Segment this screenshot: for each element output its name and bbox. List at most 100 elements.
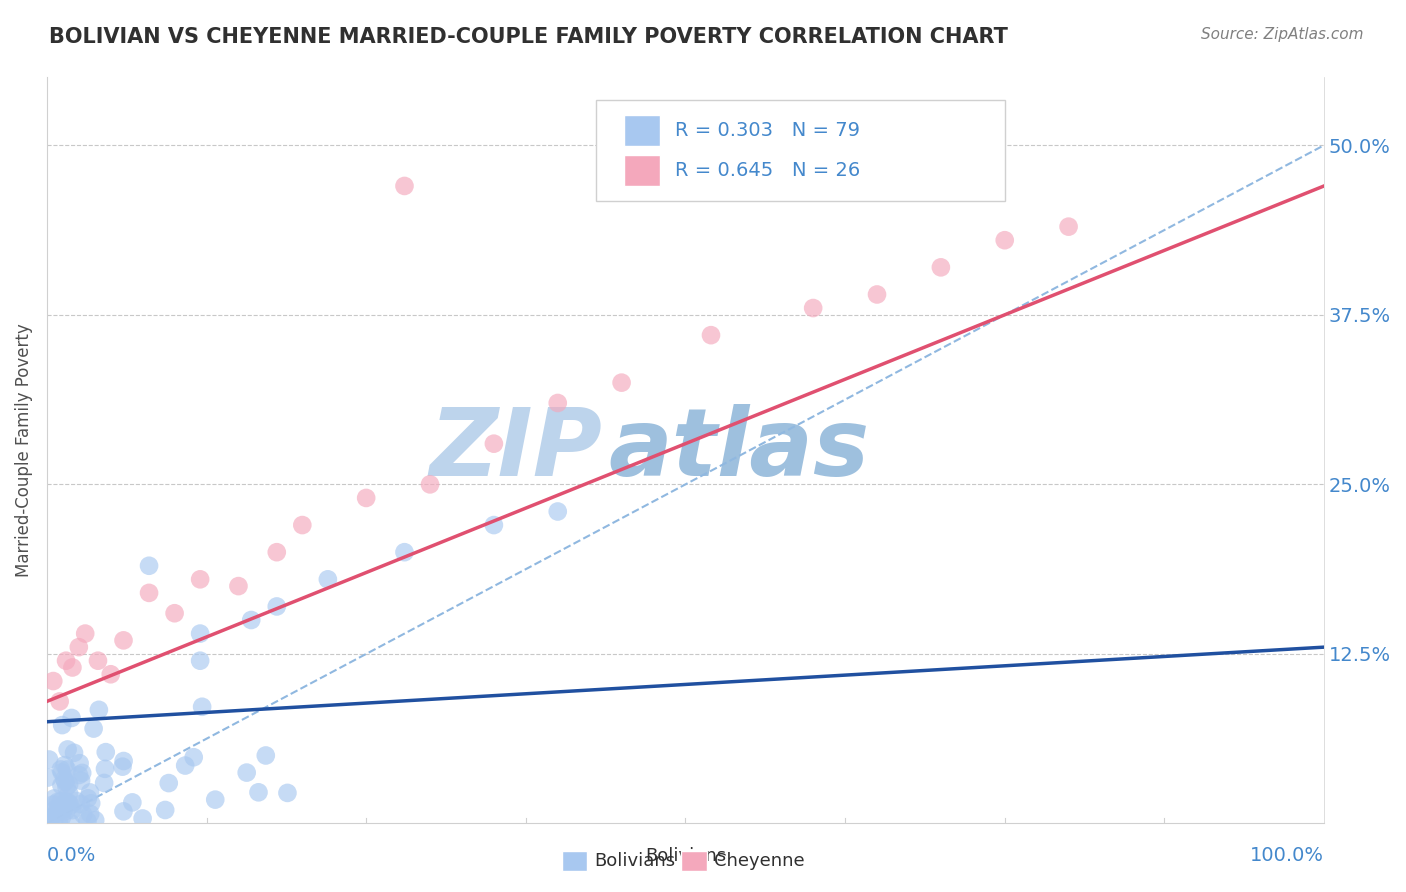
Point: [62, 660, 84, 674]
Point: [266, 545, 288, 559]
Point: [188, 654, 211, 668]
Point: [316, 572, 339, 586]
Point: [157, 776, 180, 790]
Point: [41, 810, 63, 824]
Point: [801, 301, 824, 315]
Point: [174, 758, 197, 772]
Point: [55, 780, 77, 794]
Point: [42, 797, 65, 812]
Point: [58, 786, 80, 800]
Point: [53, 797, 76, 812]
Point: [42, 674, 65, 689]
Point: [55, 804, 77, 818]
Point: [111, 759, 134, 773]
Point: [51, 765, 73, 780]
Point: [65, 794, 87, 808]
Point: [72, 807, 94, 822]
Point: [93, 776, 115, 790]
Point: [44, 812, 66, 826]
FancyBboxPatch shape: [596, 100, 1005, 201]
Point: [610, 376, 633, 390]
Text: R = 0.303   N = 79: R = 0.303 N = 79: [675, 120, 860, 140]
FancyBboxPatch shape: [624, 114, 659, 146]
Point: [53, 772, 76, 787]
Text: ZIP: ZIP: [430, 404, 602, 497]
Point: [87, 703, 110, 717]
Point: [55, 654, 77, 668]
Point: [67, 768, 90, 782]
Point: [276, 786, 298, 800]
Text: BOLIVIAN VS CHEYENNE MARRIED-COUPLE FAMILY POVERTY CORRELATION CHART: BOLIVIAN VS CHEYENNE MARRIED-COUPLE FAMI…: [49, 27, 1008, 46]
Point: [547, 396, 569, 410]
Point: [51, 778, 73, 792]
Text: Cheyenne: Cheyenne: [714, 852, 804, 870]
Point: [69, 756, 91, 771]
Point: [58, 778, 80, 792]
Point: [58, 796, 80, 810]
Point: [131, 812, 153, 826]
Point: [235, 765, 257, 780]
Point: [67, 640, 90, 654]
Point: [48, 694, 70, 708]
Point: [183, 750, 205, 764]
Point: [188, 626, 211, 640]
Point: [240, 613, 263, 627]
Point: [49, 794, 72, 808]
Point: [77, 791, 100, 805]
Point: [394, 178, 416, 193]
Point: [59, 816, 82, 830]
Point: [51, 718, 73, 732]
Point: [929, 260, 952, 275]
Text: R = 0.645   N = 26: R = 0.645 N = 26: [675, 161, 860, 180]
Point: [482, 436, 505, 450]
Point: [204, 792, 226, 806]
Point: [48, 815, 70, 830]
Point: [60, 711, 83, 725]
Point: [482, 518, 505, 533]
Point: [138, 586, 160, 600]
Point: [354, 491, 377, 505]
Point: [866, 287, 889, 301]
Point: [79, 806, 101, 821]
Point: [70, 765, 93, 780]
Point: [44, 791, 66, 805]
Point: [38, 814, 60, 829]
Point: [153, 803, 176, 817]
Point: [94, 762, 117, 776]
Point: [83, 722, 105, 736]
Point: [547, 504, 569, 518]
Point: [100, 667, 122, 681]
Point: [51, 811, 73, 825]
Point: [994, 233, 1017, 247]
Point: [44, 802, 66, 816]
Point: [60, 803, 83, 817]
Point: [56, 763, 79, 777]
Point: [55, 795, 77, 809]
Point: [56, 742, 79, 756]
Text: 0.0%: 0.0%: [46, 847, 96, 865]
Point: [138, 558, 160, 573]
Point: [38, 752, 60, 766]
Point: [121, 796, 143, 810]
Point: [254, 748, 277, 763]
Point: [75, 626, 97, 640]
Point: [84, 814, 107, 828]
Point: [79, 785, 101, 799]
Point: [228, 579, 250, 593]
Y-axis label: Married-Couple Family Poverty: Married-Couple Family Poverty: [15, 324, 32, 577]
Point: [69, 797, 91, 811]
Point: [46, 795, 69, 809]
Point: [37, 771, 59, 785]
Point: [112, 805, 135, 819]
FancyBboxPatch shape: [624, 155, 659, 186]
Point: [80, 797, 103, 811]
Point: [191, 699, 214, 714]
Point: [112, 754, 135, 768]
Text: Source: ZipAtlas.com: Source: ZipAtlas.com: [1201, 27, 1364, 42]
Text: Bolivians: Bolivians: [645, 847, 725, 865]
Point: [76, 814, 98, 828]
Point: [700, 328, 723, 343]
Point: [45, 804, 67, 818]
Point: [53, 774, 76, 789]
Point: [46, 805, 69, 820]
